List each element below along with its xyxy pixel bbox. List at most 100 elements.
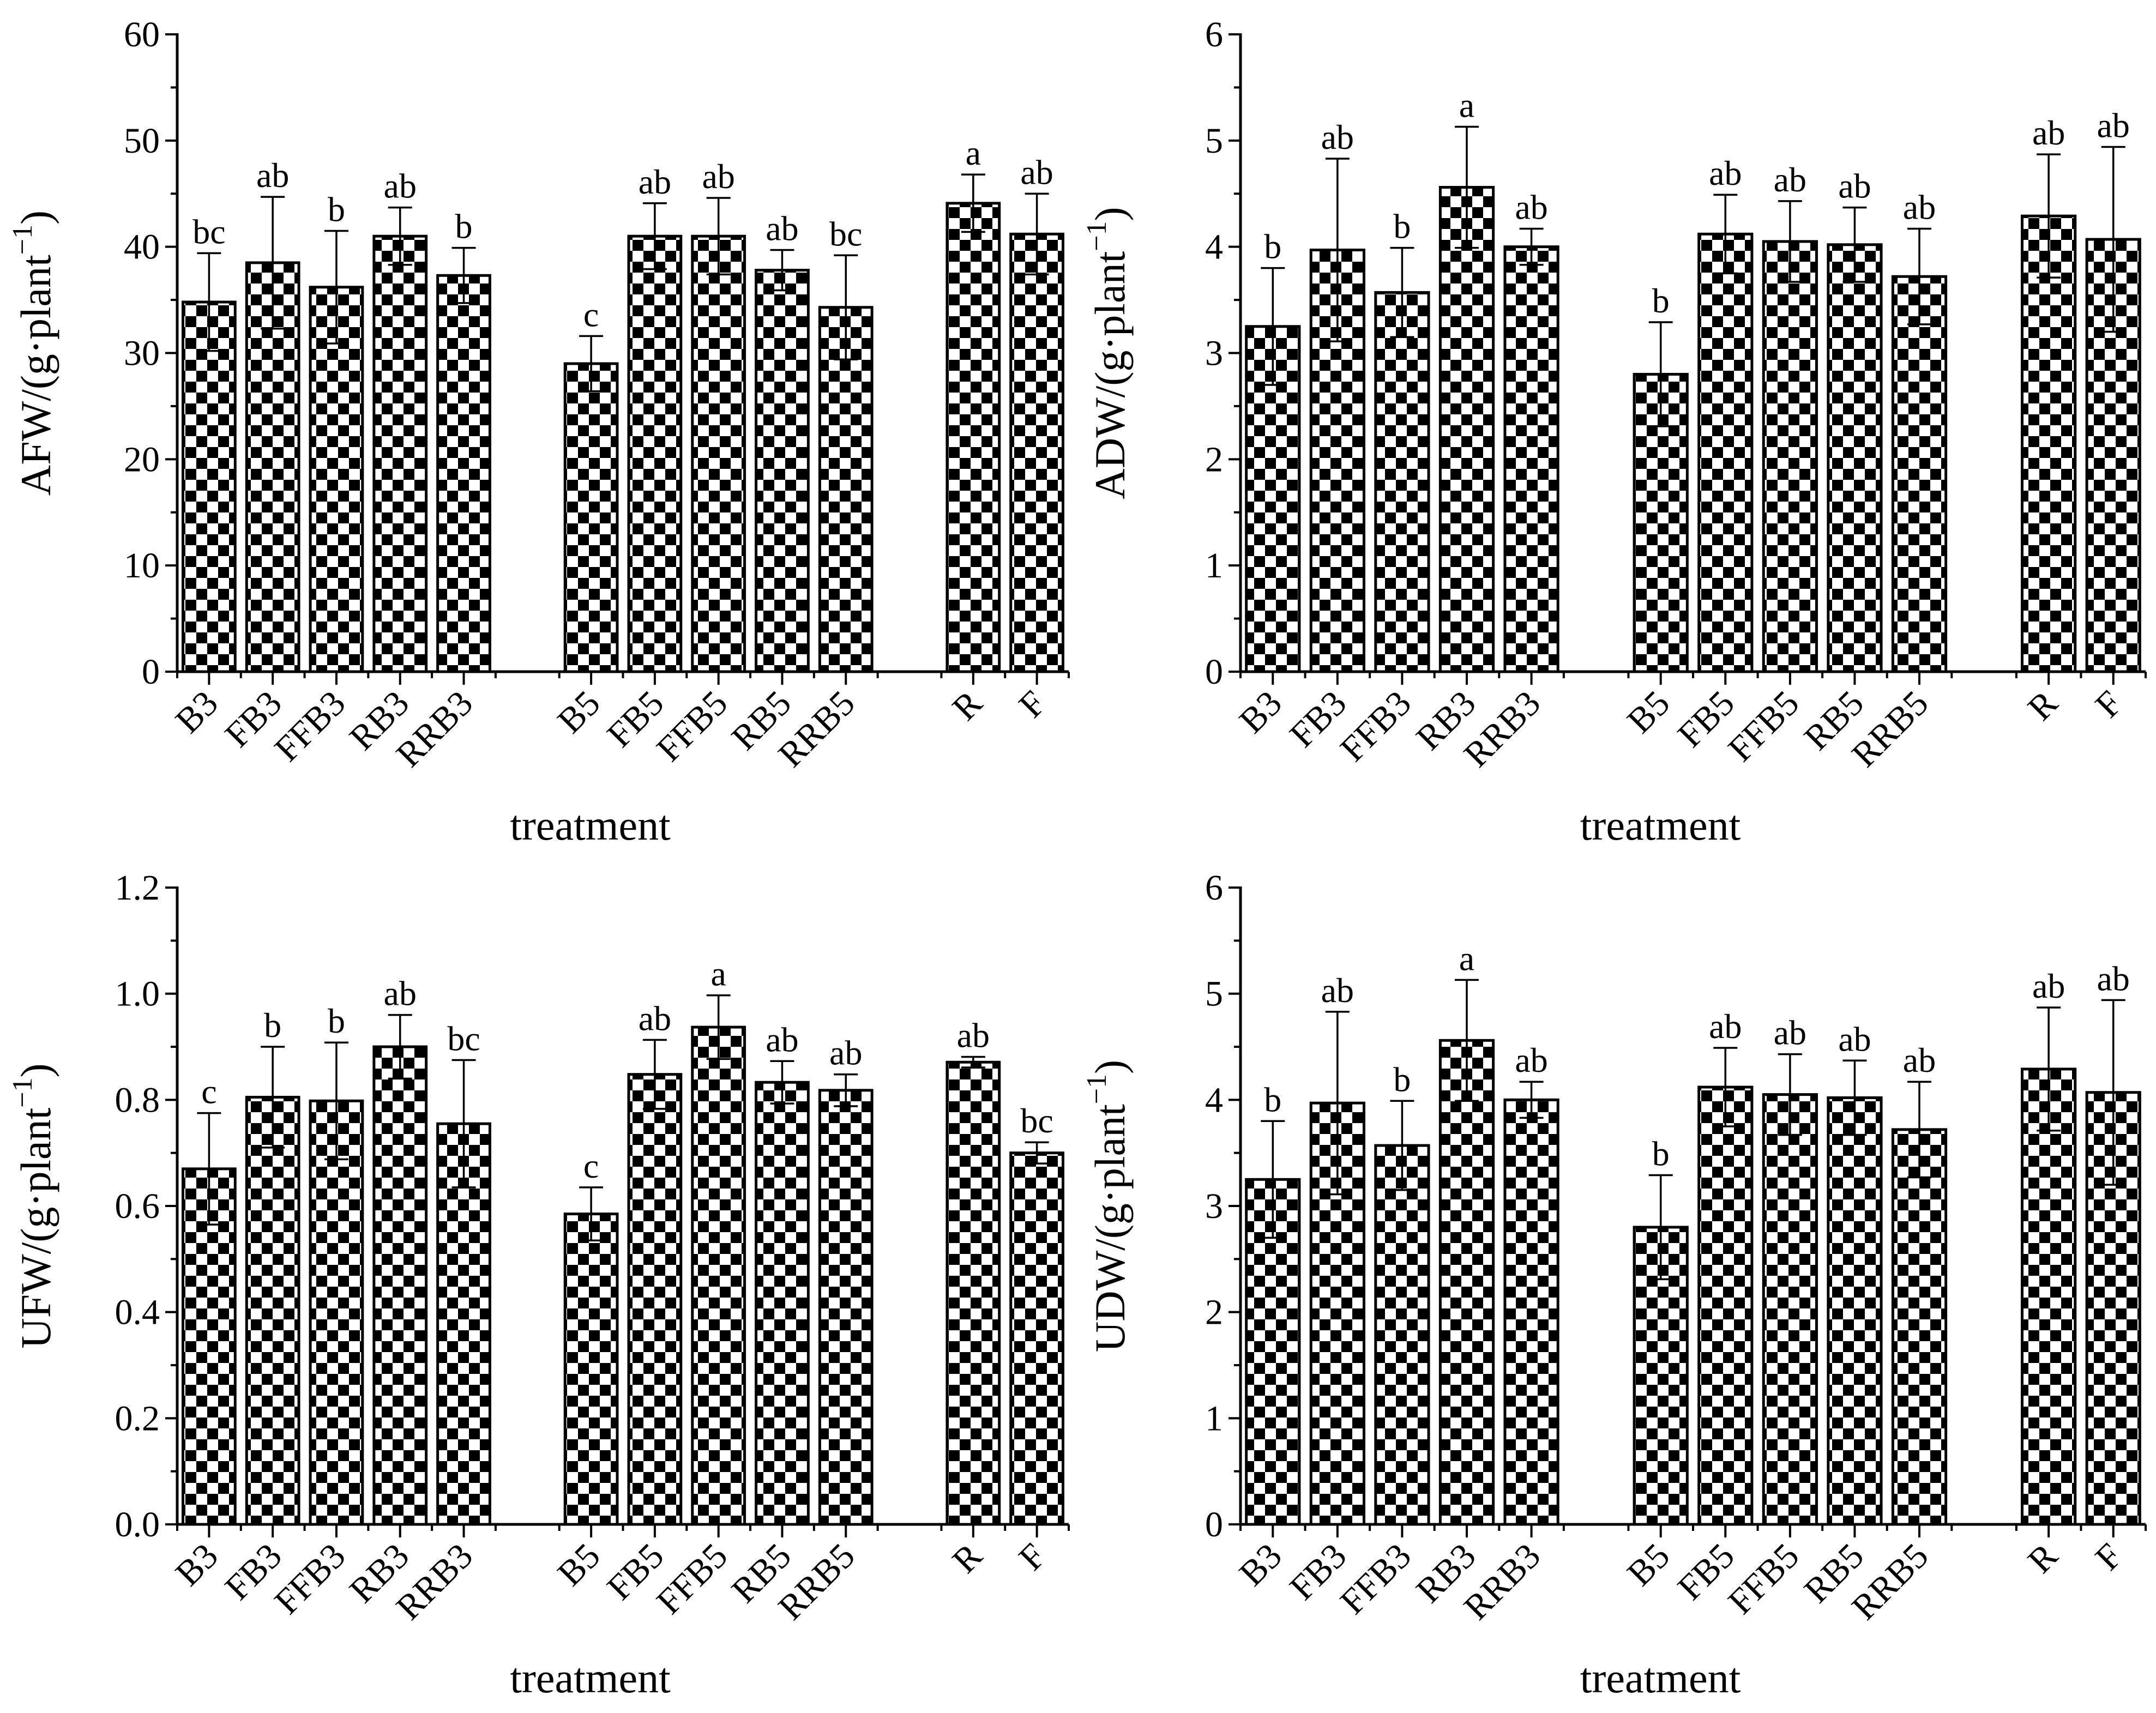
y-tick-label: 2: [1205, 1293, 1223, 1332]
x-tick-label: FFB5: [1720, 683, 1806, 769]
bar: [1697, 232, 1754, 673]
significance-label: ab: [1903, 1041, 1936, 1079]
x-tick-label: FFB3: [267, 1536, 353, 1622]
bar: [1503, 1098, 1559, 1526]
significance-label: b: [1264, 227, 1281, 266]
bar: [1762, 1093, 1818, 1526]
significance-label: ab: [1709, 1007, 1742, 1046]
significance-label: a: [1459, 86, 1474, 125]
bar: [691, 1026, 746, 1526]
significance-label: ab: [766, 1020, 798, 1059]
significance-label: ab: [2032, 113, 2065, 152]
y-tick-label: 1.0: [115, 974, 160, 1014]
bar: [309, 1099, 364, 1526]
x-tick-label: FFB3: [1333, 1536, 1419, 1622]
bar: [309, 286, 364, 673]
bar: [1438, 186, 1495, 673]
significance-label: ab: [1515, 1041, 1547, 1079]
x-tick-label: RRB3: [389, 1536, 480, 1627]
x-tick-label: B5: [550, 683, 608, 741]
bar: [627, 234, 683, 673]
y-tick-label: 3: [1205, 1186, 1223, 1226]
x-tick-label: FFB3: [1333, 683, 1419, 769]
significance-label: ab: [766, 209, 798, 248]
x-tick-label: B3: [1232, 683, 1290, 741]
significance-label: bc: [829, 214, 862, 253]
bar: [1009, 1151, 1064, 1526]
chart-panel-1: 0102030405060bcB3abFB3bFFB3abRB3bRRB3cB5…: [7, 15, 1070, 849]
significance-label: a: [1459, 939, 1474, 978]
y-axis-title: AFW/(g·plant−1): [7, 210, 59, 496]
bar: [1827, 243, 1883, 673]
significance-label: c: [201, 1072, 216, 1111]
significance-label: b: [1393, 1060, 1411, 1099]
y-tick-label: 2: [1205, 439, 1223, 479]
y-tick-label: 1: [1205, 1398, 1223, 1438]
significance-label: ab: [256, 156, 289, 195]
significance-label: ab: [384, 974, 417, 1013]
significance-label: b: [1264, 1080, 1281, 1119]
y-tick-label: 0.6: [115, 1186, 160, 1226]
x-tick-label: B5: [1619, 683, 1677, 741]
x-tick-label: RRB3: [1456, 683, 1548, 775]
x-tick-label: R: [945, 1536, 990, 1581]
bar: [818, 306, 874, 673]
bar: [372, 234, 428, 673]
significance-label: b: [1393, 207, 1411, 246]
x-tick-label: F: [2088, 1536, 2130, 1578]
significance-label: ab: [1321, 118, 1354, 156]
x-tick-label: R: [945, 683, 990, 728]
significance-label: ab: [2097, 106, 2130, 145]
bar: [691, 234, 746, 673]
bar: [182, 300, 237, 673]
y-tick-label: 5: [1205, 121, 1223, 161]
significance-label: ab: [702, 157, 734, 196]
y-tick-label: 60: [124, 15, 160, 55]
bar: [1891, 275, 1948, 673]
x-tick-label: B5: [1619, 1536, 1677, 1594]
significance-label: ab: [1838, 1020, 1871, 1058]
bar: [563, 1213, 619, 1526]
significance-label: a: [966, 134, 981, 172]
x-tick-label: RRB3: [1456, 1536, 1548, 1627]
significance-label: bc: [1020, 1101, 1053, 1140]
y-tick-label: 30: [124, 334, 160, 373]
chart-panel-2: 0123456bB3abFB3bFFB3aRB3abRRB3bB5abFB5ab…: [1081, 15, 2147, 849]
x-tick-label: R: [2020, 683, 2065, 728]
x-tick-label: FFB5: [649, 1536, 735, 1622]
bar: [1891, 1128, 1948, 1526]
y-tick-label: 0.8: [115, 1080, 160, 1120]
significance-label: ab: [2032, 967, 2065, 1005]
bar: [1374, 291, 1430, 673]
y-tick-label: 40: [124, 227, 160, 267]
x-axis-title: treatment: [510, 801, 671, 849]
significance-label: b: [1652, 281, 1670, 320]
significance-label: a: [710, 955, 726, 993]
y-tick-label: 0: [1205, 652, 1223, 692]
significance-label: ab: [1321, 971, 1354, 1010]
x-axis-title: treatment: [1580, 1654, 1741, 1702]
bar: [945, 1060, 1001, 1526]
bar: [2021, 1067, 2077, 1526]
bar: [1697, 1085, 1754, 1526]
y-tick-label: 1: [1205, 546, 1223, 586]
bar: [627, 1073, 683, 1526]
x-tick-label: RRB3: [389, 683, 480, 775]
significance-label: b: [328, 190, 345, 228]
x-tick-label: FFB3: [267, 683, 353, 769]
bar: [1762, 240, 1818, 673]
bar: [818, 1089, 874, 1526]
x-axis-title: treatment: [510, 1654, 671, 1702]
x-tick-label: RRB5: [1844, 1536, 1936, 1627]
bar: [1009, 232, 1064, 673]
bar: [1374, 1144, 1430, 1526]
y-tick-label: 3: [1205, 334, 1223, 373]
significance-label: ab: [1020, 153, 1053, 191]
y-tick-label: 20: [124, 439, 160, 479]
x-tick-label: B3: [1232, 1536, 1290, 1594]
y-tick-label: 0.0: [115, 1505, 160, 1545]
bar: [1827, 1096, 1883, 1526]
bar: [755, 1081, 810, 1526]
significance-label: ab: [639, 162, 671, 201]
significance-label: ab: [1774, 160, 1806, 199]
